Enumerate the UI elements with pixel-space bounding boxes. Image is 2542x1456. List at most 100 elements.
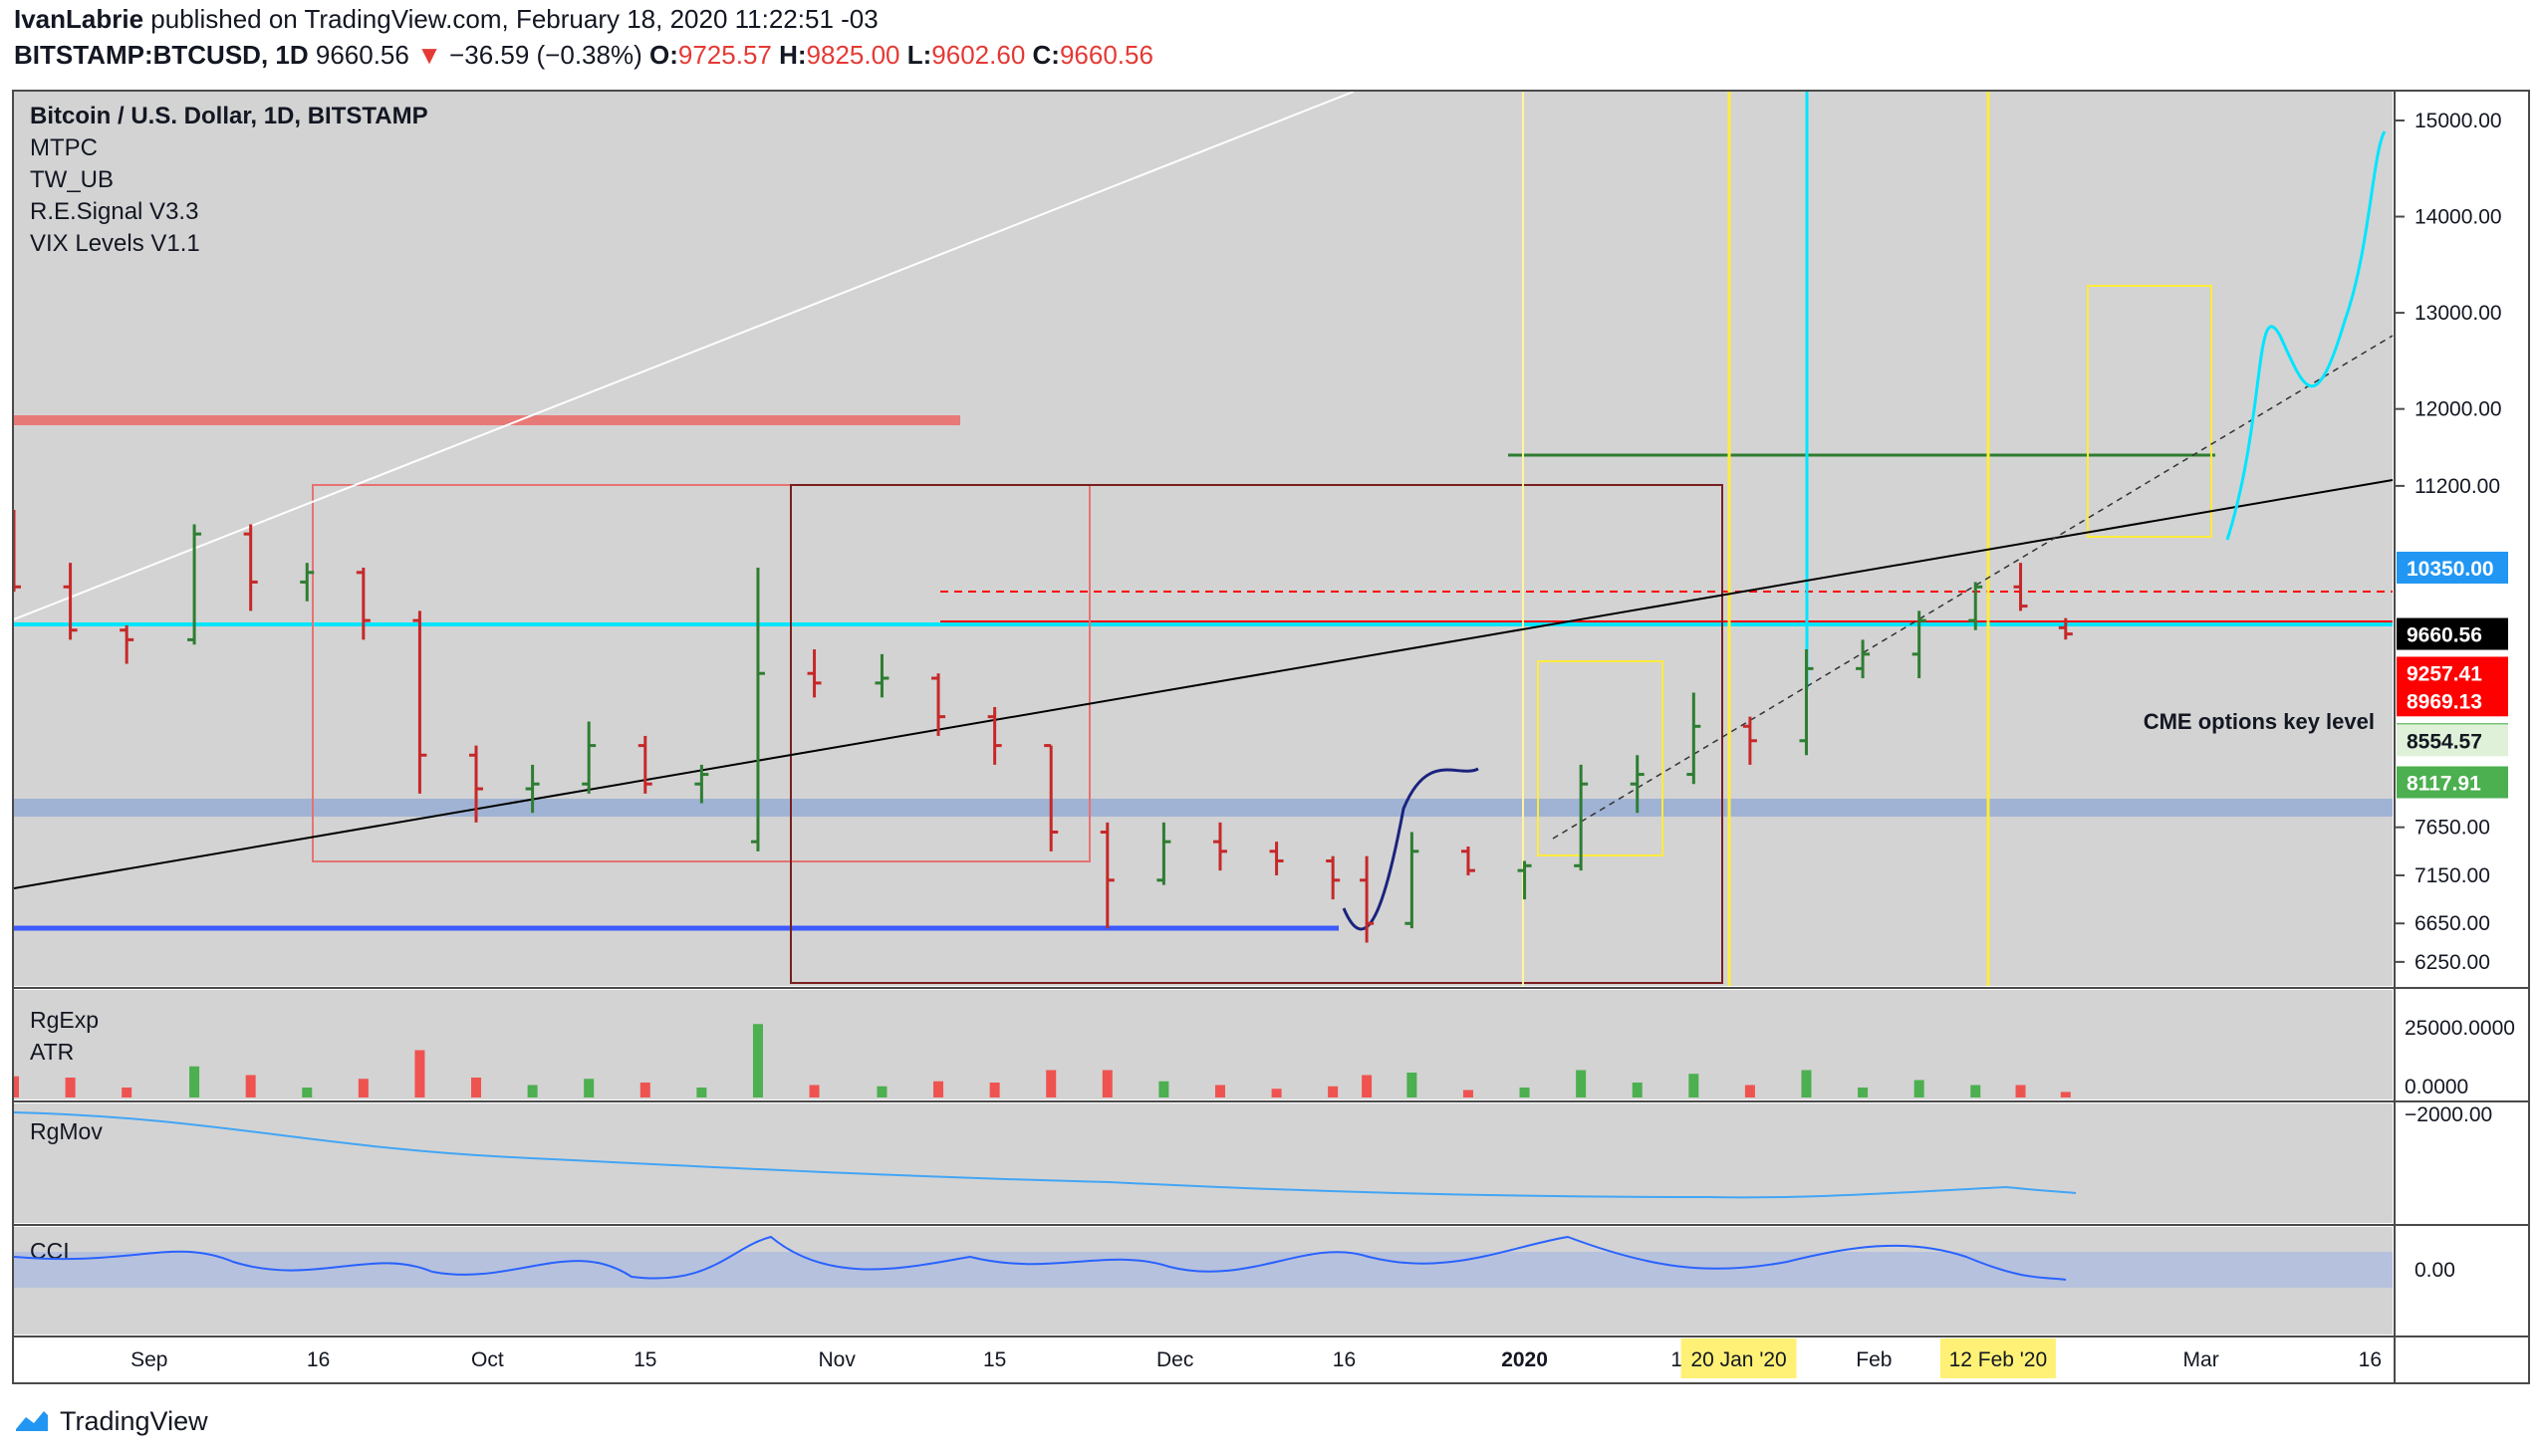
chart-frame[interactable]: Bitcoin / U.S. Dollar, 1D, BITSTAMP MTPC…	[7, 90, 2530, 1384]
volume-bars-group	[9, 1024, 2071, 1097]
volume-bar	[1102, 1070, 1113, 1097]
overlay-zones	[13, 91, 2394, 1288]
legend-title[interactable]: Bitcoin / U.S. Dollar, 1D, BITSTAMP	[30, 103, 428, 129]
price-tick-label: 6250.00	[2415, 951, 2490, 974]
candle[interactable]	[1460, 846, 1475, 875]
trendline-black	[13, 479, 2394, 889]
volume-bar	[9, 1076, 19, 1097]
rgmov-pane-bg	[14, 1103, 2393, 1223]
candle[interactable]	[469, 745, 484, 823]
volume-bar	[2015, 1085, 2026, 1097]
candle[interactable]	[2013, 563, 2028, 611]
volume-bar	[414, 1050, 425, 1097]
range-box-dark	[790, 484, 1723, 984]
open-value: 9725.57	[677, 40, 772, 70]
candle[interactable]	[120, 624, 134, 664]
time-axis[interactable]: Sep16Oct15Nov15Dec16202015Feb15Mar1620 J…	[130, 1338, 2382, 1378]
open-label: O:	[648, 40, 678, 70]
volume-bar	[2060, 1092, 2071, 1097]
price-badge-bg	[2397, 766, 2508, 799]
pane-label-rgmov: RgMov	[30, 1118, 103, 1144]
volume-bar	[245, 1075, 256, 1097]
footer: TradingView	[14, 1401, 208, 1441]
candle[interactable]	[300, 563, 315, 602]
price-badge-text: 9660.56	[2407, 624, 2482, 647]
range-box	[312, 484, 1091, 862]
volume-bar	[989, 1083, 1000, 1097]
candle[interactable]	[1968, 582, 1983, 630]
candle[interactable]	[1574, 764, 1589, 871]
price-axis[interactable]: 15000.00 14000.00 13000.00 12000.00 11200.00…	[2395, 110, 2502, 974]
candle[interactable]	[1360, 855, 1375, 943]
time-tick-label: Nov	[819, 1348, 857, 1371]
candle[interactable]	[1911, 610, 1926, 679]
price-badge-bg	[2397, 724, 2508, 757]
volume-bar	[1046, 1070, 1057, 1097]
volume-bar	[1632, 1083, 1643, 1097]
candle[interactable]	[1742, 716, 1757, 765]
volume-bar	[752, 1024, 763, 1097]
candle[interactable]	[1269, 842, 1284, 875]
volume-tick-high: 25000.0000	[2405, 1017, 2515, 1040]
volume-bar	[1158, 1081, 1169, 1097]
candle[interactable]	[931, 673, 946, 736]
time-tick-label: 15	[634, 1348, 656, 1371]
time-tick-label: Dec	[1156, 1348, 1193, 1371]
pane-label-rgexp: RgExp	[30, 1007, 99, 1033]
candle[interactable]	[1799, 649, 1814, 756]
candle[interactable]	[187, 524, 202, 645]
volume-bar	[1858, 1088, 1869, 1097]
candle[interactable]	[356, 567, 371, 640]
candle[interactable]	[1100, 822, 1115, 929]
candle[interactable]	[987, 706, 1002, 765]
candle[interactable]	[412, 610, 427, 794]
candle[interactable]	[525, 764, 540, 814]
price-tick-label: 6650.00	[2415, 912, 2490, 935]
legend-indicator-vix[interactable]: VIX Levels V1.1	[30, 230, 200, 257]
yellow-box	[1537, 660, 1663, 856]
candle[interactable]	[694, 764, 709, 804]
candle[interactable]	[1630, 755, 1645, 814]
low-label: L:	[906, 40, 932, 70]
time-highlight: 20 Jan '20	[1680, 1338, 1797, 1378]
candle[interactable]	[637, 735, 652, 794]
candle[interactable]	[1517, 860, 1532, 900]
candle[interactable]	[243, 524, 258, 611]
volume-bar	[1214, 1085, 1225, 1097]
last-price: 9660.56	[315, 40, 409, 70]
cci-band	[14, 1252, 2393, 1288]
legend-indicator-mtpc[interactable]: MTPC	[30, 134, 98, 161]
footer-brand[interactable]: TradingView	[60, 1405, 208, 1436]
candle[interactable]	[807, 649, 822, 698]
candle[interactable]	[1212, 822, 1227, 871]
low-value: 9602.60	[931, 40, 1026, 70]
legend-indicator-tw-ub[interactable]: TW_UB	[30, 166, 114, 193]
price-badge: 10350.00	[2397, 551, 2508, 584]
candle[interactable]	[1856, 639, 1871, 679]
time-highlight: 12 Feb '20	[1939, 1338, 2056, 1378]
legend-indicator-resignal[interactable]: R.E.Signal V3.3	[30, 198, 198, 225]
volume-bar	[1744, 1085, 1755, 1097]
candle[interactable]	[1404, 832, 1419, 929]
author-name[interactable]: IvanLabrie	[14, 4, 144, 34]
candle[interactable]	[582, 721, 597, 794]
price-badge-text: 8117.91	[2407, 772, 2481, 795]
symbol-name[interactable]: BITSTAMP:BTCUSD, 1D	[14, 40, 309, 70]
chart-svg[interactable]: Bitcoin / U.S. Dollar, 1D, BITSTAMP MTPC…	[7, 91, 2528, 1382]
candle[interactable]	[1044, 744, 1059, 851]
candle[interactable]	[875, 653, 890, 698]
candle[interactable]	[750, 567, 765, 851]
candle[interactable]	[1326, 855, 1341, 900]
volume-bar	[584, 1079, 595, 1097]
candles-group[interactable]	[7, 510, 2073, 943]
close-label: C:	[1032, 40, 1060, 70]
candle[interactable]	[1156, 822, 1171, 885]
volume-bar	[1970, 1085, 1981, 1097]
candle[interactable]	[63, 563, 78, 640]
candle[interactable]	[2058, 617, 2073, 640]
time-highlight-label: 20 Jan '20	[1690, 1348, 1786, 1371]
price-badge: 8554.57	[2397, 724, 2508, 757]
volume-bar	[696, 1088, 707, 1097]
candle[interactable]	[1686, 692, 1701, 785]
volume-bar	[302, 1088, 313, 1097]
